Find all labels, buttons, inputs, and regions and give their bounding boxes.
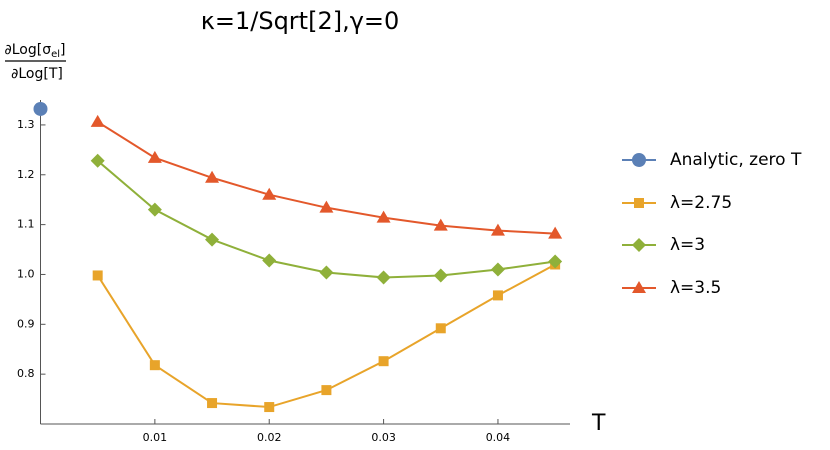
marker	[147, 150, 162, 163]
marker	[433, 218, 448, 231]
marker	[319, 265, 334, 280]
legend-marker	[632, 238, 646, 252]
legend-label: λ=3	[670, 235, 705, 255]
marker	[490, 223, 505, 236]
marker	[433, 268, 448, 283]
marker	[33, 101, 48, 116]
x-tick-label: 0.03	[371, 431, 396, 444]
legend-marker	[634, 198, 644, 208]
marker	[319, 200, 334, 213]
marker	[490, 262, 505, 277]
y-tick-label: 1.1	[17, 218, 35, 231]
marker	[262, 187, 277, 200]
marker	[378, 356, 389, 367]
y-label-part: ]	[60, 42, 65, 58]
y-label-part: ∂Log[σ	[5, 42, 52, 58]
marker	[207, 398, 218, 409]
marker	[376, 210, 391, 223]
marker	[205, 170, 220, 183]
y-label-denominator: ∂Log[T]	[11, 66, 63, 82]
x-tick-label: 0.04	[486, 431, 511, 444]
legend-marker	[632, 281, 646, 293]
marker	[376, 270, 391, 285]
legend-marker	[632, 153, 646, 167]
marker	[92, 270, 103, 281]
x-label: T	[591, 411, 606, 436]
y-tick-label: 1.0	[17, 267, 35, 280]
y-label-part: el	[51, 49, 60, 60]
x-tick-label: 0.01	[143, 431, 168, 444]
series-line	[97, 160, 556, 279]
y-tick-label: 1.3	[17, 118, 35, 131]
marker	[492, 290, 503, 301]
series-line	[97, 121, 556, 235]
marker	[262, 253, 277, 268]
y-tick-label: 0.8	[17, 367, 35, 380]
marker	[90, 153, 105, 168]
marker	[90, 114, 105, 127]
x-tick-label: 0.02	[257, 431, 282, 444]
marker	[149, 360, 160, 371]
marker	[548, 226, 563, 239]
legend-label: λ=2.75	[670, 193, 732, 213]
marker	[548, 254, 563, 269]
marker	[205, 232, 220, 247]
legend-label: Analytic, zero T	[670, 150, 802, 170]
chart-title: κ=1/Sqrt[2],γ=0	[201, 7, 400, 35]
marker	[435, 323, 446, 334]
marker	[147, 202, 162, 217]
marker	[321, 385, 332, 396]
legend-label: λ=3.5	[670, 278, 721, 298]
y-tick-label: 1.2	[17, 168, 35, 181]
y-tick-label: 0.9	[17, 317, 35, 330]
y-label-numerator: ∂Log[σel]	[5, 42, 66, 60]
marker	[264, 402, 275, 413]
